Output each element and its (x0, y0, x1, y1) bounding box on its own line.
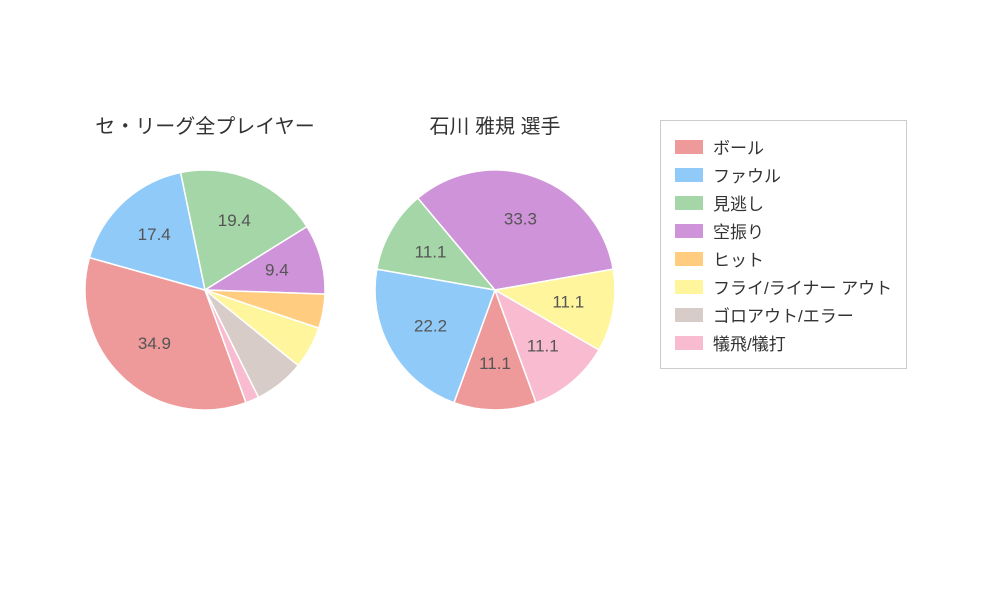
legend-label-foul: ファウル (713, 162, 781, 187)
legend-label-sac: 犠飛/犠打 (713, 330, 786, 355)
pie-player-label-flyliner: 11.1 (552, 292, 584, 311)
legend-swatch-ground (675, 308, 703, 322)
pie-league-label-look: 19.4 (218, 211, 251, 230)
legend-item-foul: ファウル (675, 162, 892, 187)
legend-swatch-swing (675, 224, 703, 238)
legend-swatch-ball (675, 140, 703, 154)
legend-label-ground: ゴロアウト/エラー (713, 302, 854, 327)
chart-stage: セ・リーグ全プレイヤー 34.9 17.4 19.4 9.4 石川 雅規 選手 11.1 22… (0, 0, 1000, 600)
legend-swatch-sac (675, 336, 703, 350)
legend-swatch-hit (675, 252, 703, 266)
pie-player-svg: 11.1 22.2 11.1 33.3 11.1 11.1 (375, 170, 615, 410)
pie-player: 石川 雅規 選手11.122.211.133.311.111.1 (375, 170, 615, 410)
legend-label-flyliner: フライ/ライナー アウト (713, 274, 892, 299)
legend-label-ball: ボール (713, 134, 764, 159)
pie-league-label-swing: 9.4 (265, 260, 289, 279)
legend-label-swing: 空振り (713, 218, 764, 243)
pie-player-label-sac: 11.1 (527, 336, 559, 355)
legend-item-sac: 犠飛/犠打 (675, 330, 892, 355)
pie-league: セ・リーグ全プレイヤー34.917.419.49.4 (85, 170, 325, 410)
legend-item-ball: ボール (675, 134, 892, 159)
legend-item-swing: 空振り (675, 218, 892, 243)
pie-league-label-ball: 34.9 (138, 334, 171, 353)
legend-label-look: 見逃し (713, 190, 764, 215)
pie-player-label-foul: 22.2 (414, 317, 447, 336)
legend-label-hit: ヒット (713, 246, 764, 271)
legend: ボールファウル見逃し空振りヒットフライ/ライナー アウトゴロアウト/エラー犠飛/… (660, 120, 907, 369)
legend-item-look: 見逃し (675, 190, 892, 215)
legend-item-ground: ゴロアウト/エラー (675, 302, 892, 327)
legend-swatch-look (675, 196, 703, 210)
pie-league-label-foul: 17.4 (138, 225, 171, 244)
legend-swatch-foul (675, 168, 703, 182)
pie-league-svg: 34.9 17.4 19.4 9.4 (85, 170, 325, 410)
legend-item-hit: ヒット (675, 246, 892, 271)
pie-player-title: 石川 雅規 選手 (335, 110, 655, 139)
pie-player-label-swing: 33.3 (504, 210, 537, 229)
pie-league-title: セ・リーグ全プレイヤー (45, 110, 365, 139)
legend-item-flyliner: フライ/ライナー アウト (675, 274, 892, 299)
pie-player-label-look: 11.1 (415, 242, 447, 261)
pie-player-label-ball: 11.1 (479, 354, 511, 373)
legend-swatch-flyliner (675, 280, 703, 294)
